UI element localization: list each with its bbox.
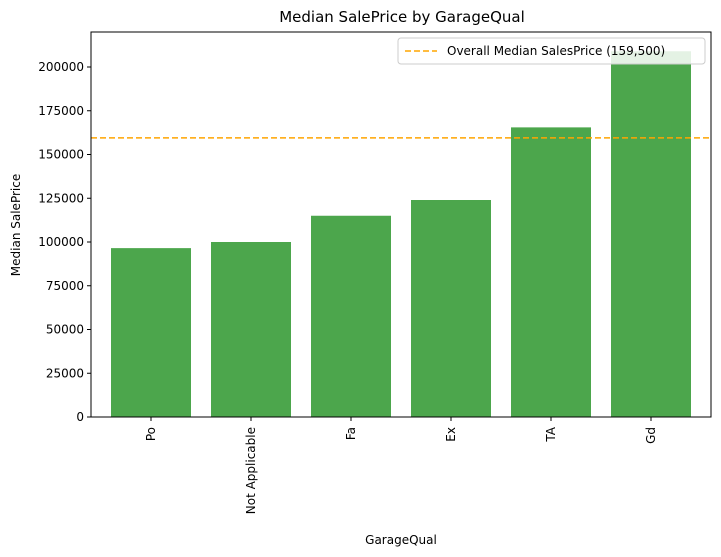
x-tick-label: Gd [644, 427, 658, 444]
bar-ex [411, 200, 491, 417]
x-tick-label: Po [144, 427, 158, 441]
y-tick-label: 100000 [38, 235, 84, 249]
plot-frame [90, 31, 712, 418]
bar-fa [311, 215, 391, 417]
y-tick-label: 50000 [46, 323, 84, 337]
chart-title: Median SalePrice by GarageQual [279, 8, 525, 26]
bar-po [111, 248, 191, 417]
x-tick-label: Not Applicable [244, 427, 258, 514]
y-tick-label: 175000 [38, 104, 84, 118]
y-axis-label: Median SalePrice [9, 174, 23, 276]
y-tick-label: 0 [76, 410, 84, 424]
y-tick-label: 150000 [38, 148, 84, 162]
y-tick-label: 200000 [38, 60, 84, 74]
bar-ta [511, 127, 591, 417]
bars-group [111, 51, 691, 417]
legend-reference-line-label: Overall Median SalesPrice (159,500) [447, 44, 665, 58]
y-tick-label: 125000 [38, 191, 84, 205]
x-tick-label: Fa [344, 427, 358, 440]
legend: Overall Median SalesPrice (159,500) [397, 37, 706, 65]
y-tick-label: 25000 [46, 366, 84, 380]
y-tick-label: 75000 [46, 279, 84, 293]
x-axis-label: GarageQual [365, 533, 437, 547]
bar-not-applicable [211, 242, 291, 417]
legend-box [397, 37, 706, 65]
x-tick-label: Ex [444, 427, 458, 442]
y-axis: 0 25000 50000 75000 100000 125000 150000 175000… [38, 60, 91, 424]
x-axis: Po Not Applicable Fa Ex TA Gd [144, 417, 658, 514]
bar-gd [611, 51, 691, 417]
x-tick-label: TA [544, 426, 558, 442]
